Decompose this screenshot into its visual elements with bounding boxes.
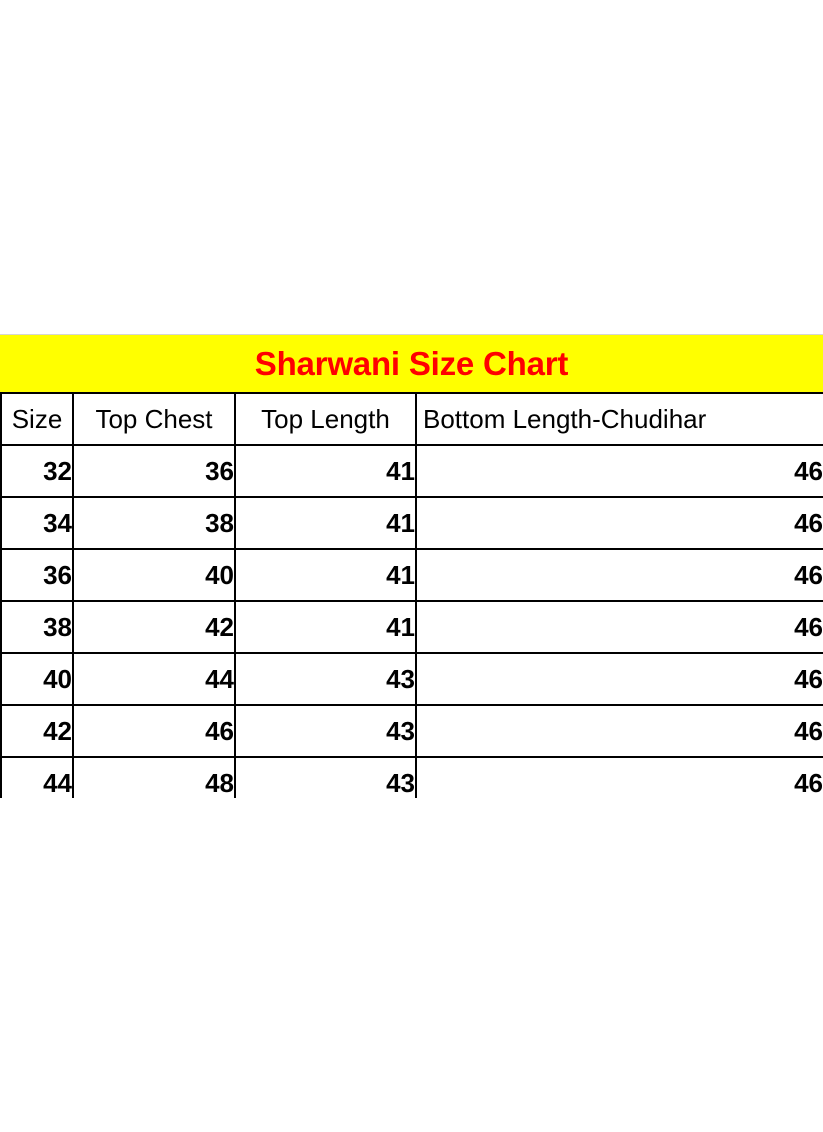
cell-size: 42	[0, 704, 74, 758]
cell-top-length: 43	[234, 704, 417, 758]
cell-top-length: 43	[234, 652, 417, 706]
cell-size: 40	[0, 652, 74, 706]
cell-bottom-length: 46	[415, 548, 823, 602]
column-header-bottom-length: Bottom Length-Chudihar	[415, 392, 823, 446]
cell-top-length: 41	[234, 600, 417, 654]
table-row: 42 46 43 46	[0, 704, 823, 758]
cell-top-chest: 42	[72, 600, 236, 654]
chart-title-bar: Sharwani Size Chart	[0, 334, 823, 392]
cell-bottom-length: 46	[415, 444, 823, 498]
table-row: 40 44 43 46	[0, 652, 823, 706]
cell-size: 34	[0, 496, 74, 550]
cell-top-chest: 40	[72, 548, 236, 602]
cell-bottom-length: 46	[415, 704, 823, 758]
table-row: 36 40 41 46	[0, 548, 823, 602]
table-row: 38 42 41 46	[0, 600, 823, 654]
table-header-row: Size Top Chest Top Length Bottom Length-…	[0, 392, 823, 446]
table-body: 32 36 41 46 34 38 41 46 36 40 41 46	[0, 444, 823, 810]
column-header-size: Size	[0, 392, 74, 446]
table-row: 32 36 41 46	[0, 444, 823, 498]
table-header: Size Top Chest Top Length Bottom Length-…	[0, 392, 823, 446]
size-chart-table: Size Top Chest Top Length Bottom Length-…	[0, 392, 823, 810]
cell-top-chest: 44	[72, 652, 236, 706]
top-whitespace	[0, 0, 823, 334]
cell-bottom-length: 46	[415, 652, 823, 706]
page-title: Sharwani Size Chart	[254, 345, 569, 382]
bottom-whitespace	[0, 798, 823, 1132]
table-row: 34 38 41 46	[0, 496, 823, 550]
column-header-top-length: Top Length	[234, 392, 417, 446]
cell-size: 32	[0, 444, 74, 498]
cell-size: 36	[0, 548, 74, 602]
cell-top-chest: 36	[72, 444, 236, 498]
cell-top-length: 41	[234, 548, 417, 602]
cell-top-chest: 46	[72, 704, 236, 758]
size-chart-block: Sharwani Size Chart Size Top Chest Top L…	[0, 334, 823, 810]
column-header-top-chest: Top Chest	[72, 392, 236, 446]
cell-top-length: 41	[234, 496, 417, 550]
cell-bottom-length: 46	[415, 496, 823, 550]
cell-top-chest: 38	[72, 496, 236, 550]
cell-top-length: 41	[234, 444, 417, 498]
cell-size: 38	[0, 600, 74, 654]
cell-bottom-length: 46	[415, 600, 823, 654]
